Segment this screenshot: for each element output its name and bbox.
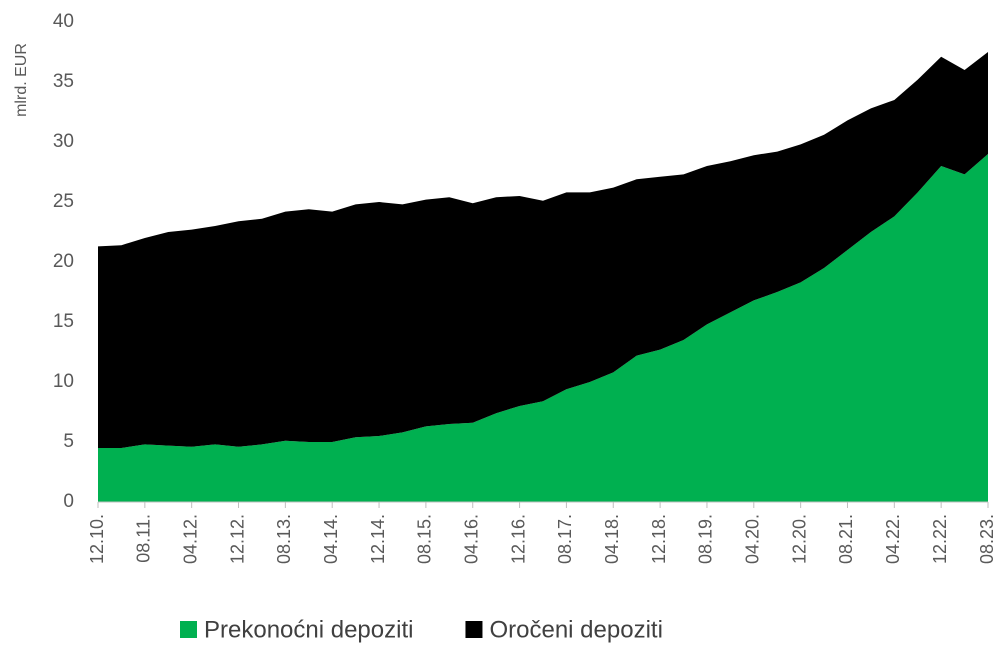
x-tick-label: 12.16. — [508, 514, 528, 564]
y-tick-label: 35 — [53, 71, 74, 92]
x-tick-label: 04.12. — [180, 514, 200, 564]
y-tick-label: 5 — [63, 431, 74, 452]
y-tick-label: 10 — [53, 371, 74, 392]
x-tick-label: 12.22. — [930, 514, 950, 564]
area — [98, 52, 988, 448]
x-tick-label: 12.10. — [87, 514, 107, 564]
y-tick-label: 15 — [53, 311, 74, 332]
y-tick-label: 0 — [63, 491, 74, 512]
legend-label: Prekonoćni depoziti — [204, 616, 413, 643]
x-tick-label: 12.14. — [368, 514, 388, 564]
x-tick-label: 04.14. — [321, 514, 341, 564]
x-tick-label: 04.22. — [883, 514, 903, 564]
legend-label: Oročeni depoziti — [489, 616, 662, 643]
x-tick-label: 12.20. — [789, 514, 809, 564]
x-tick-label: 04.16. — [461, 514, 481, 564]
legend-swatch — [465, 621, 483, 638]
x-tick-label: 04.18. — [602, 514, 622, 564]
y-tick-label: 25 — [53, 191, 74, 212]
x-tick-label: 04.20. — [743, 514, 763, 564]
x-tick-label: 08.23. — [977, 514, 997, 564]
x-tick-label: 08.15. — [415, 514, 435, 564]
x-tick-label: 12.18. — [649, 514, 669, 564]
x-tick-label: 08.21. — [836, 514, 856, 564]
legend-swatch — [180, 621, 197, 638]
y-tick-label: 30 — [53, 131, 74, 152]
y-tick-label: 20 — [53, 251, 74, 272]
x-tick-label: 08.13. — [274, 514, 294, 564]
y-axis-label: mlrd. EUR — [13, 43, 30, 117]
x-tick-label: 08.17. — [555, 514, 575, 564]
x-tick-label: 08.11. — [134, 514, 154, 563]
y-tick-label: 40 — [53, 11, 74, 32]
x-tick-label: 08.19. — [696, 514, 716, 564]
x-tick-label: 12.12. — [227, 514, 247, 564]
area — [98, 154, 988, 502]
